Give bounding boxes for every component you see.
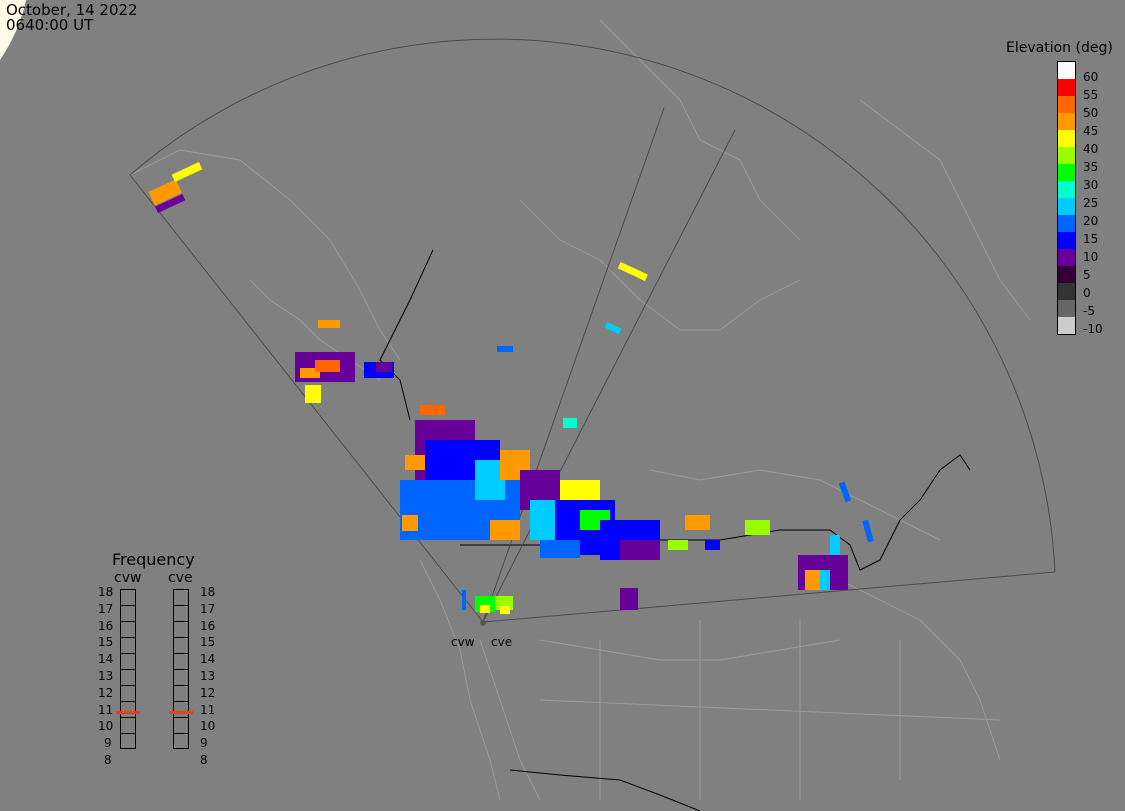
frequency-scale-label: 15 [200, 635, 216, 650]
frequency-scale-label: 14 [200, 652, 216, 667]
colorbar-cell [1058, 96, 1075, 113]
frequency-scale-label: 10 [200, 719, 216, 734]
date-label: October, 14 2022 [6, 1, 138, 19]
colorbar-cell [1058, 113, 1075, 130]
frequency-cell [120, 669, 136, 685]
colorbar-cell [1058, 215, 1075, 232]
frequency-scale-label: 8 [104, 753, 112, 767]
frequency-scale-label: 12 [98, 685, 114, 700]
frequency-scale-label: 8 [200, 753, 208, 767]
colorbar-label: 60 [1083, 70, 1099, 84]
colorbar-label: 0 [1083, 286, 1091, 300]
frequency-scale-label: 9 [104, 736, 112, 751]
colorbar-cell [1058, 232, 1075, 249]
colorbar-label: 25 [1083, 196, 1099, 210]
frequency-cell [120, 589, 136, 605]
colorbar-label: 30 [1083, 178, 1099, 192]
colorbar-cell [1058, 266, 1075, 283]
colorbar-label: 40 [1083, 142, 1099, 156]
colorbar-cell [1058, 164, 1075, 181]
frequency-column-cve [173, 589, 189, 757]
site-label-cvw: cvw [451, 635, 475, 649]
frequency-cell [120, 733, 136, 749]
colorbar-label: 15 [1083, 232, 1099, 246]
frequency-cell [120, 621, 136, 637]
frequency-scale-label: 11 [200, 702, 216, 717]
frequency-scale-label: 13 [98, 669, 114, 683]
frequency-cell [173, 653, 189, 669]
colorbar-cell [1058, 283, 1075, 300]
frequency-marker-cve [169, 710, 193, 714]
frequency-scale-label: 18 [200, 585, 216, 599]
frequency-cell [173, 605, 189, 621]
frequency-cell [173, 733, 189, 749]
frequency-cell [173, 685, 189, 701]
radar-name-cvw: cvw [114, 570, 142, 586]
time-label: 0640:00 UT [6, 16, 94, 34]
colorbar-cell [1058, 300, 1075, 317]
colorbar-title: Elevation (deg) [1006, 40, 1113, 56]
coastlines [129, 19, 1031, 801]
colorbar-label: 45 [1083, 124, 1099, 138]
frequency-scale-label: 14 [98, 652, 114, 667]
elevation-colorbar [1057, 61, 1076, 335]
elevation-cells [148, 162, 874, 614]
site-label-cve: cve [491, 635, 513, 649]
frequency-cell [120, 717, 136, 733]
colorbar-cell [1058, 147, 1075, 164]
frequency-scale-label: 9 [200, 736, 208, 751]
frequency-cell [120, 637, 136, 653]
colorbar-label: -10 [1083, 322, 1103, 336]
frequency-cell [173, 637, 189, 653]
frequency-cell [120, 605, 136, 621]
frequency-cell [173, 669, 189, 685]
colorbar-cell [1058, 249, 1075, 266]
frequency-scale-label: 13 [200, 669, 216, 683]
radar-site-marker [480, 620, 486, 626]
radar-name-cve: cve [168, 570, 193, 586]
frequency-marker-cvw [116, 710, 140, 714]
colorbar-label: 50 [1083, 106, 1099, 120]
frequency-scale-label: 12 [200, 685, 216, 700]
frequency-cell [173, 621, 189, 637]
colorbar-label: 5 [1083, 268, 1091, 282]
frequency-cell [173, 589, 189, 605]
frequency-cell [120, 701, 136, 717]
frequency-cell [120, 685, 136, 701]
colorbar-label: 20 [1083, 214, 1099, 228]
frequency-cell [120, 653, 136, 669]
colorbar-cell [1058, 79, 1075, 96]
frequency-scale-label: 18 [98, 585, 114, 599]
frequency-title: Frequency [112, 550, 195, 569]
frequency-cell [173, 701, 189, 717]
colorbar-cell [1058, 62, 1075, 79]
frequency-cell [173, 717, 189, 733]
colorbar-cell [1058, 198, 1075, 215]
daylight-region [0, 0, 26, 60]
frequency-column-cvw [120, 589, 136, 757]
fov-outline [129, 38, 1056, 623]
colorbar-cell [1058, 130, 1075, 147]
frequency-scale-label: 16 [98, 618, 114, 633]
frequency-scale-label: 16 [200, 618, 216, 633]
frequency-scale-label: 17 [98, 601, 114, 616]
colorbar-label: 10 [1083, 250, 1099, 264]
colorbar-cell [1058, 181, 1075, 198]
colorbar-label: 35 [1083, 160, 1099, 174]
colorbar-cell [1058, 317, 1075, 334]
colorbar-label: -5 [1083, 304, 1095, 318]
frequency-scale-label: 10 [98, 719, 114, 734]
colorbar-label: 55 [1083, 88, 1099, 102]
frequency-scale-label: 11 [98, 702, 114, 717]
frequency-scale-label: 15 [98, 635, 114, 650]
frequency-scale-label: 17 [200, 601, 216, 616]
